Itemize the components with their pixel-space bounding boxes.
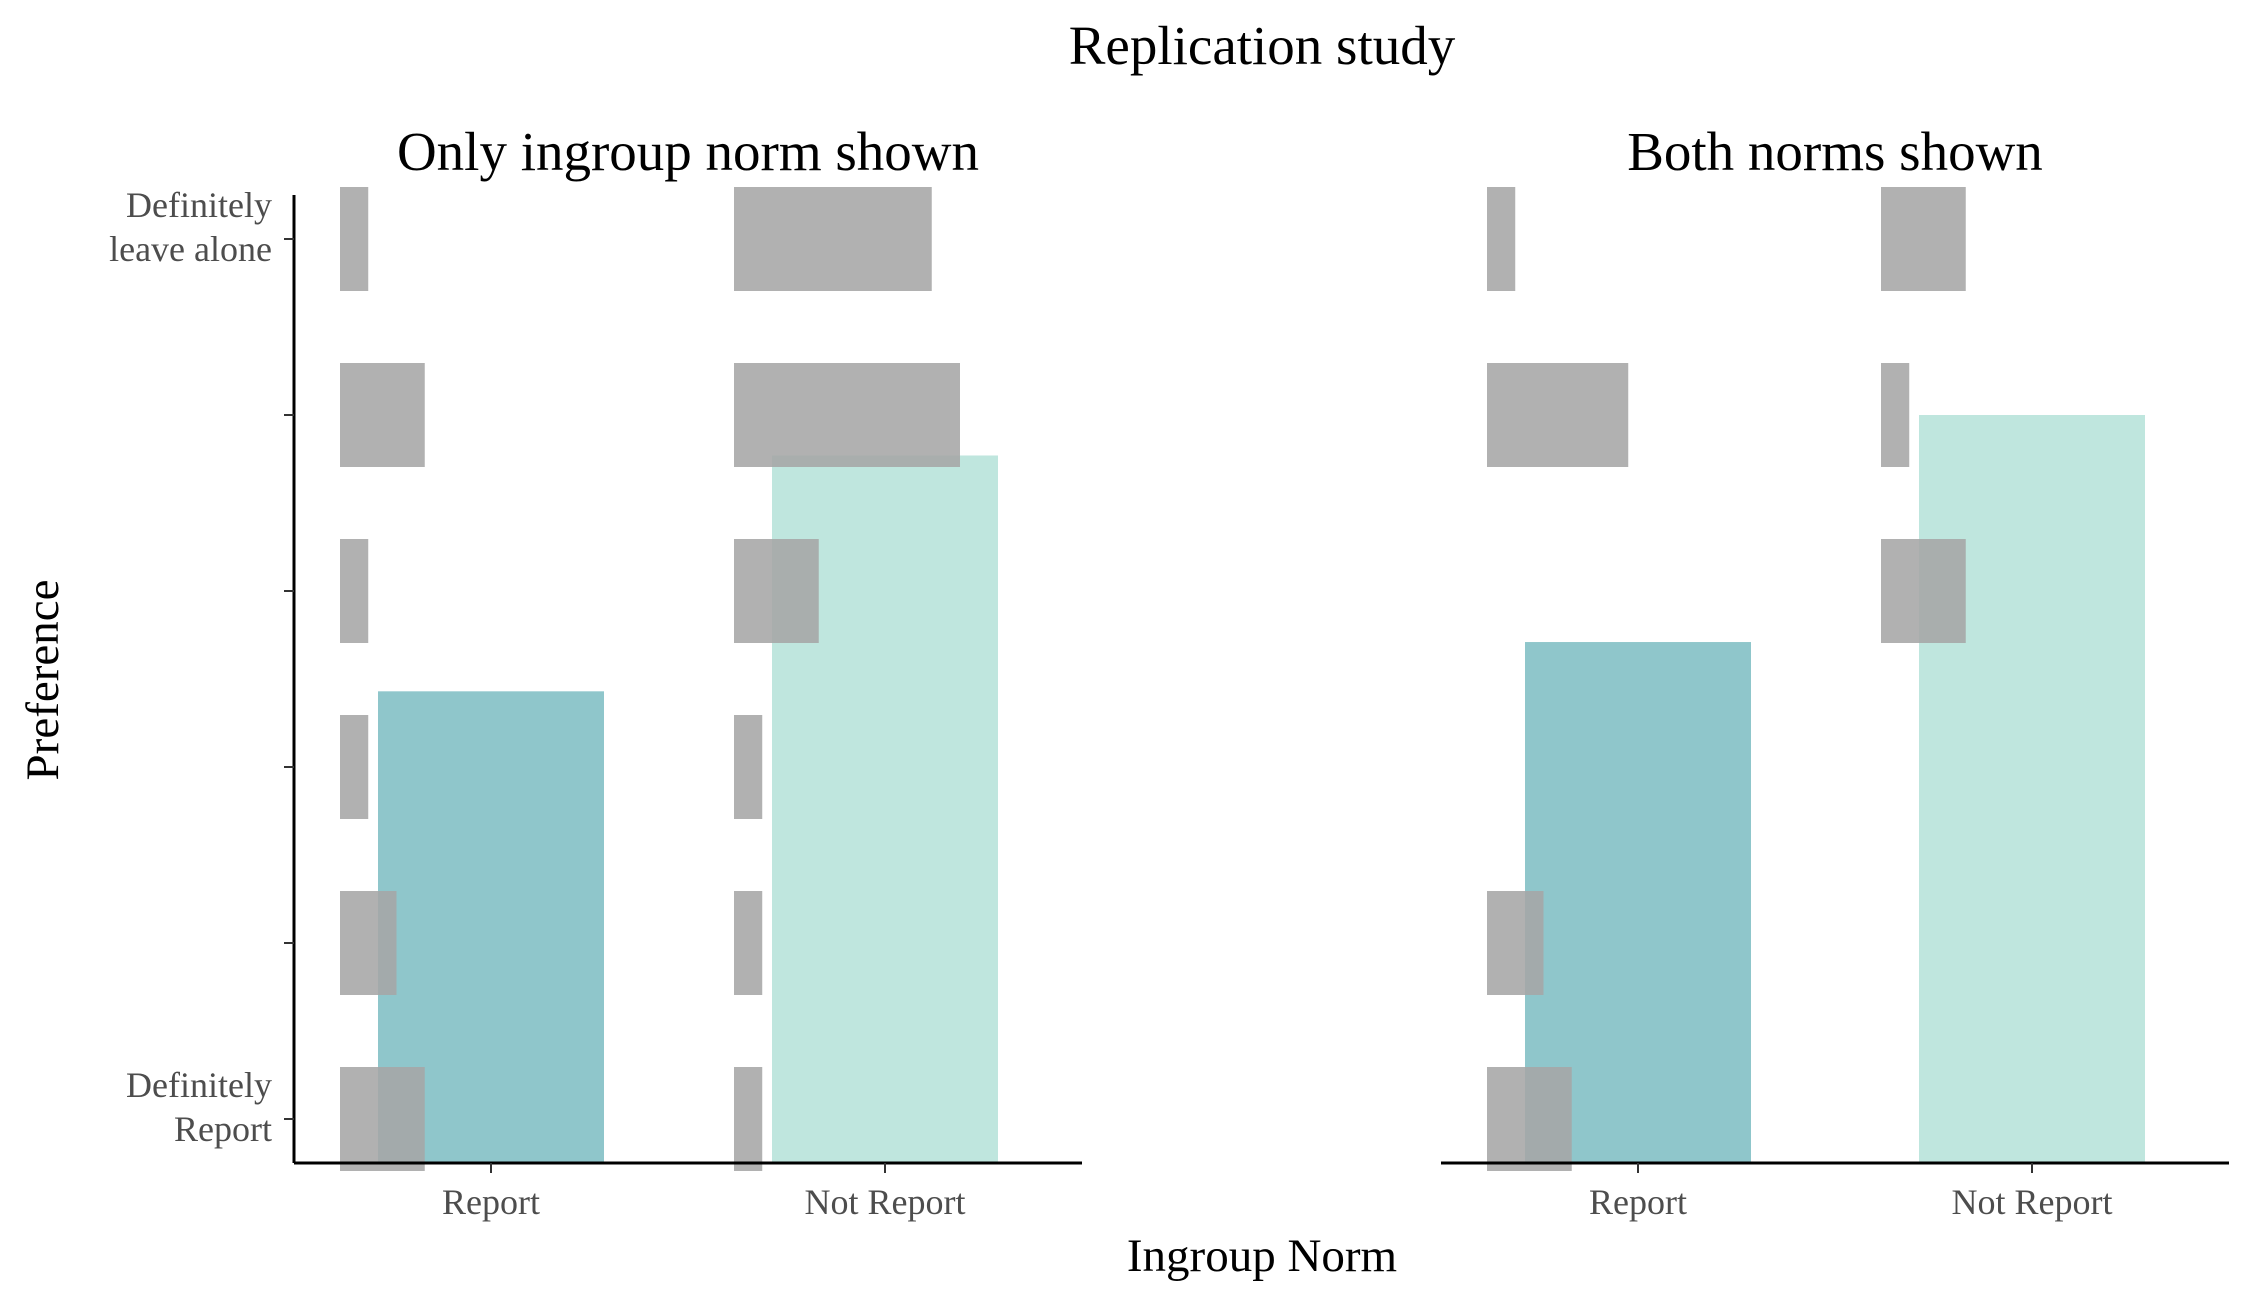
- distribution-bar: [340, 539, 369, 643]
- distribution-bar: [1487, 1067, 1572, 1171]
- x-axis-label: Ingroup Norm: [1127, 1230, 1397, 1282]
- distribution-bar: [1881, 363, 1910, 467]
- distribution-bar: [340, 891, 397, 995]
- x-tick-label: Report: [1589, 1182, 1687, 1222]
- distribution-bar: [1487, 891, 1544, 995]
- distribution-bar: [340, 363, 425, 467]
- x-tick-label: Not Report: [805, 1182, 966, 1222]
- x-tick-label: Not Report: [1952, 1182, 2113, 1222]
- panels: Only ingroup norm shown Definitely Report D…: [109, 121, 2229, 1222]
- distribution-bar: [1487, 187, 1516, 291]
- mean-bar: [1919, 415, 2145, 1163]
- distribution-bar: [734, 891, 763, 995]
- panel-1: Only ingroup norm shown Definitely Report D…: [109, 121, 1082, 1222]
- distribution-bar: [340, 1067, 425, 1171]
- y-tick-label: Definitely leave alone: [109, 185, 272, 269]
- distribution-bar: [1881, 187, 1966, 291]
- distribution-bar: [1881, 539, 1966, 643]
- distribution-bar: [734, 363, 960, 467]
- y-axis-label: Preference: [17, 580, 69, 781]
- distribution-bar: [734, 715, 763, 819]
- distribution-bar: [340, 187, 369, 291]
- distribution-bar: [734, 539, 819, 643]
- distribution-bar: [1487, 363, 1629, 467]
- panel-title: Only ingroup norm shown: [397, 121, 979, 182]
- distribution-bar: [340, 715, 369, 819]
- y-tick-label: Definitely Report: [126, 1065, 272, 1149]
- panel-title: Both norms shown: [1627, 121, 2043, 182]
- x-tick-label: Report: [442, 1182, 540, 1222]
- panel-2: Both norms shown Report Not Report: [1441, 121, 2229, 1222]
- distribution-bar: [734, 187, 932, 291]
- distribution-bar: [734, 1067, 763, 1171]
- chart-title: Replication study: [1069, 15, 1456, 76]
